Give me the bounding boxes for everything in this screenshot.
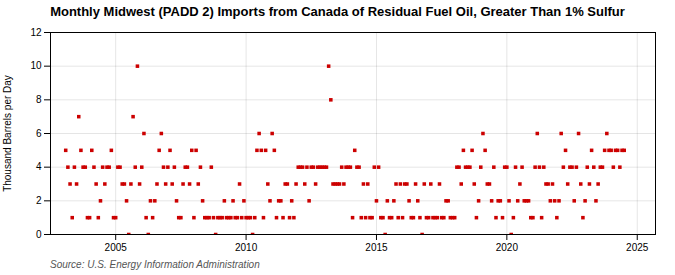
svg-text:2010: 2010 [235, 242, 258, 253]
svg-text:Thousand Barrels per Day: Thousand Barrels per Day [2, 75, 13, 192]
svg-text:2020: 2020 [496, 242, 519, 253]
svg-text:2005: 2005 [105, 242, 128, 253]
svg-text:2: 2 [36, 195, 42, 206]
html-text:Monthly Midwest (PADD 2) Impor: Monthly Midwest (PADD 2) Imports from Ca… [50, 4, 625, 19]
svg-text:12: 12 [30, 27, 42, 38]
html-text:Source: U.S. Energy Informatio: Source: U.S. Energy Information Administ… [50, 259, 260, 270]
svg-text:6: 6 [36, 128, 42, 139]
svg-text:4: 4 [36, 161, 42, 172]
svg-text:8: 8 [36, 94, 42, 105]
svg-text:10: 10 [30, 60, 42, 71]
svg-text:2025: 2025 [626, 242, 649, 253]
svg-text:0: 0 [36, 229, 42, 240]
svg-text:2015: 2015 [365, 242, 388, 253]
